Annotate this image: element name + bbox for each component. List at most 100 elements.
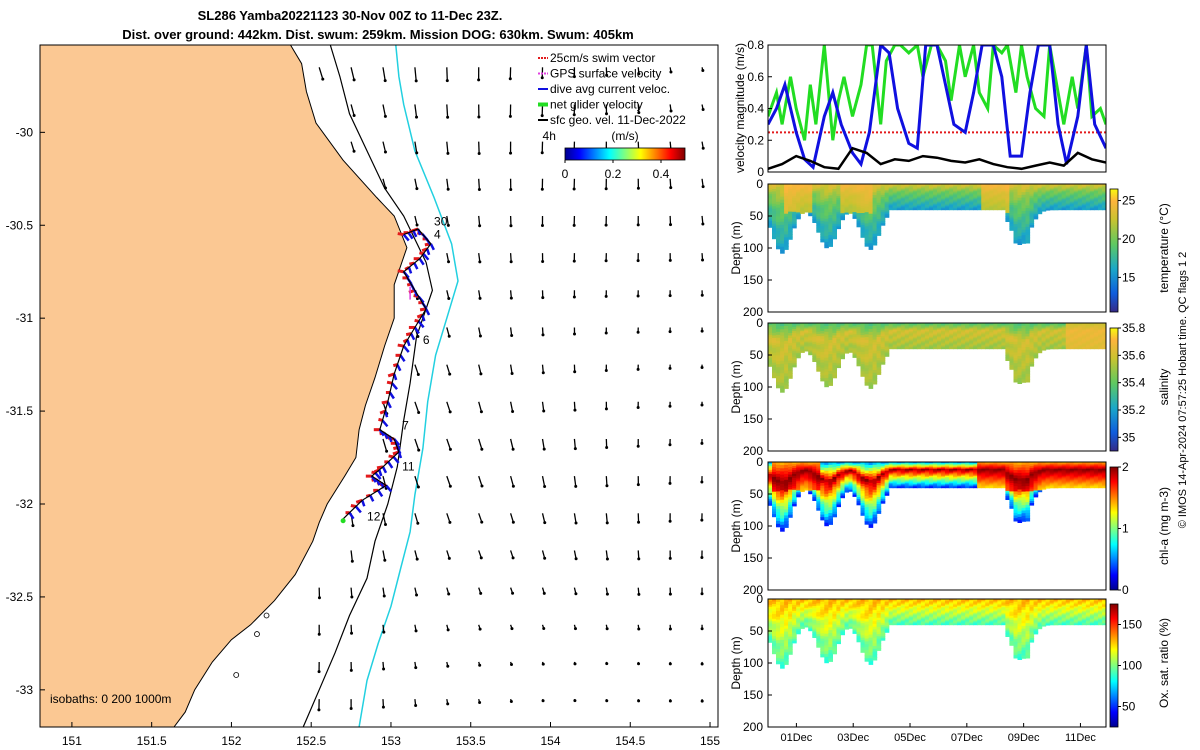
sfc-velocity-arrowhead [637, 662, 641, 666]
section-cell [796, 463, 801, 466]
section-cell [1017, 331, 1023, 335]
section-cell [1041, 337, 1047, 340]
section-cell [856, 493, 862, 496]
section-cell [780, 512, 785, 516]
section-cell [772, 355, 777, 359]
section-cell [808, 482, 813, 485]
section-ytick-label: 0 [756, 316, 763, 330]
section-cell [804, 335, 809, 338]
section-cell [929, 328, 934, 331]
section-cell [800, 464, 805, 467]
section-cell [912, 185, 918, 187]
sfc-velocity-arrow [478, 475, 483, 487]
section-cell [900, 207, 906, 210]
section-cell [784, 184, 789, 188]
section-cell [1017, 345, 1023, 349]
section-cell [832, 193, 837, 197]
section-cell [908, 339, 914, 342]
section-cell [800, 192, 805, 194]
section-cell [872, 514, 878, 518]
section-cell [920, 194, 926, 197]
section-cell [880, 349, 886, 352]
section-cell [844, 344, 850, 347]
section-cell [796, 340, 801, 343]
section-cell [949, 325, 954, 328]
section-cell [1001, 331, 1006, 333]
section-cell [1061, 187, 1067, 190]
section-cell [981, 192, 986, 194]
section-cell [1001, 339, 1006, 342]
section-cell [912, 202, 918, 205]
section-cell [784, 503, 789, 508]
section-cell [772, 208, 777, 212]
section-cell [848, 185, 854, 188]
section-cell [768, 207, 773, 211]
section-cell [1041, 208, 1047, 211]
section-cell [816, 184, 821, 187]
section-cell [788, 497, 793, 501]
section-cell [904, 333, 910, 336]
section-cell [820, 483, 825, 487]
section-cell [1061, 199, 1067, 201]
section-cell [876, 372, 882, 375]
section-cell [828, 229, 833, 233]
section-cell [985, 338, 990, 340]
section-cell [848, 210, 854, 213]
section-cell [816, 353, 821, 357]
section-cell [1009, 360, 1014, 364]
section-cell [800, 332, 805, 335]
section-cell [828, 334, 833, 338]
sfc-velocity-arrowhead [351, 524, 355, 528]
section-cell [904, 327, 910, 330]
section-cell [945, 340, 950, 343]
section-cell [933, 196, 938, 199]
section-cell [1049, 340, 1055, 343]
section-cell [840, 187, 845, 190]
section-cell [872, 339, 878, 343]
velocity-ylabel: velocity magnitude (m/s) [733, 43, 747, 173]
velocity-series-line [768, 146, 1106, 171]
section-cell [1041, 323, 1047, 325]
section-cell [896, 189, 902, 192]
section-cell [1005, 340, 1010, 343]
section-cell [880, 336, 886, 339]
section-cell [820, 506, 825, 510]
section-cell [868, 364, 874, 369]
section-cell [864, 325, 870, 330]
section-cell [1017, 184, 1023, 188]
section-cell [1061, 200, 1067, 203]
section-cell [848, 189, 854, 192]
section-cell [876, 186, 882, 190]
section-cell [892, 199, 898, 201]
section-cell [916, 324, 922, 326]
section-cell [868, 216, 874, 221]
section-cell [892, 196, 898, 199]
section-cell [828, 323, 833, 327]
section-cell [908, 338, 914, 340]
section-cell [1021, 376, 1027, 381]
section-cell [1025, 202, 1031, 206]
section-cell [852, 351, 858, 354]
section-cell [776, 237, 781, 241]
section-cell [961, 332, 966, 335]
section-cell [1001, 191, 1006, 193]
section-cell [876, 504, 882, 507]
section-cell [780, 190, 785, 194]
section-cell [1065, 196, 1071, 199]
section-cell [973, 334, 978, 337]
section-cell [945, 324, 950, 326]
section-cell [949, 187, 954, 190]
section-cell [808, 483, 813, 486]
section-cell [1081, 347, 1087, 350]
section-cell [1049, 200, 1055, 203]
section-cell [989, 325, 994, 328]
section-cell [1085, 206, 1091, 208]
section-cell [776, 198, 781, 203]
section-cell [816, 475, 821, 478]
section-cell [957, 341, 962, 344]
section-cell [1065, 328, 1071, 331]
section-cell [892, 323, 898, 325]
current-vector [369, 494, 375, 502]
section-cell [768, 469, 773, 473]
section-cell [953, 325, 958, 328]
